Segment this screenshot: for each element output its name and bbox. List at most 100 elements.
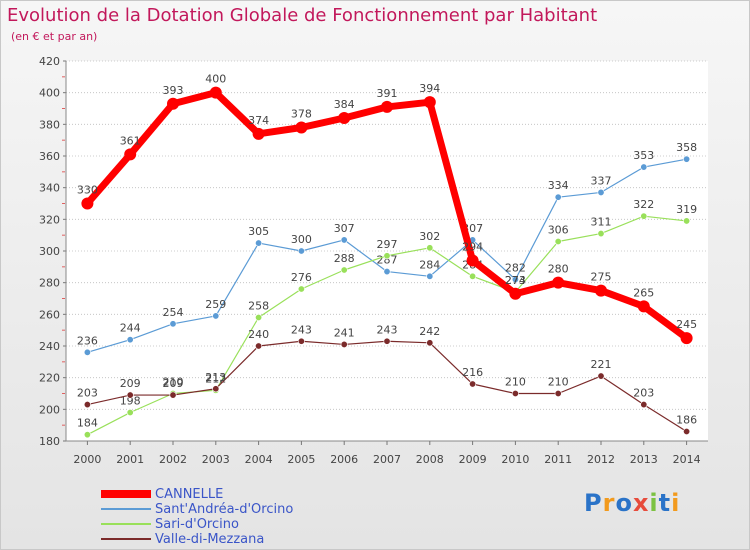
data-label: 243 [291, 323, 312, 336]
data-label: 203 [77, 387, 98, 400]
x-tick-label: 2005 [287, 453, 315, 466]
data-label: 221 [591, 358, 612, 371]
data-point [466, 254, 479, 267]
y-tick-label: 340 [39, 182, 60, 195]
data-label: 265 [633, 286, 654, 299]
x-tick-label: 2004 [245, 453, 273, 466]
data-point [81, 197, 94, 210]
data-label: 322 [633, 198, 654, 211]
data-label: 210 [548, 376, 569, 389]
data-point [340, 340, 348, 348]
x-tick-label: 2001 [116, 453, 144, 466]
data-point [295, 121, 308, 134]
data-point [255, 342, 263, 350]
data-point [554, 193, 562, 201]
data-point [255, 313, 263, 321]
data-label: 240 [248, 328, 269, 341]
y-tick-label: 260 [39, 308, 60, 321]
data-point [126, 336, 134, 344]
data-label: 288 [334, 252, 355, 265]
x-tick-label: 2000 [73, 453, 101, 466]
data-point [126, 408, 134, 416]
data-point [469, 272, 477, 280]
data-point [426, 339, 434, 347]
data-label: 306 [548, 224, 569, 237]
data-label: 337 [591, 174, 612, 187]
data-label: 210 [163, 376, 184, 389]
data-point [509, 287, 522, 300]
data-point [554, 389, 562, 397]
x-tick-label: 2011 [544, 453, 572, 466]
x-tick-label: 2012 [587, 453, 615, 466]
data-point [469, 380, 477, 388]
data-label: 212 [205, 372, 226, 385]
data-point [680, 332, 693, 345]
y-tick-label: 380 [39, 118, 60, 131]
data-label: 245 [676, 318, 697, 331]
brand-letter: r [602, 489, 616, 517]
data-point [338, 112, 351, 124]
chart-title: Evolution de la Dotation Globale de Fonc… [7, 5, 598, 26]
data-label: 287 [377, 254, 398, 267]
data-point [83, 401, 91, 409]
data-point [297, 285, 305, 293]
y-tick-label: 220 [39, 372, 60, 385]
legend-label: Sari-d'Orcino [155, 517, 239, 532]
legend-label: Valle-di-Mezzana [155, 532, 265, 547]
data-label: 216 [462, 366, 483, 379]
x-tick-label: 2014 [673, 453, 701, 466]
data-point [212, 385, 220, 393]
y-tick-label: 400 [39, 87, 60, 100]
data-point [683, 155, 691, 163]
data-point [209, 86, 222, 99]
data-point [169, 320, 177, 328]
data-label: 184 [77, 417, 98, 430]
data-label: 311 [591, 216, 612, 229]
brand-letter: x [632, 489, 650, 517]
data-point [297, 247, 305, 255]
data-label: 276 [291, 271, 312, 284]
data-point [383, 268, 391, 276]
legend-swatch [101, 538, 151, 540]
data-label: 258 [248, 300, 269, 313]
chart-subtitle: (en € et par an) [11, 30, 98, 43]
y-tick-label: 420 [39, 55, 60, 68]
x-tick-label: 2013 [630, 453, 658, 466]
data-label: 243 [377, 323, 398, 336]
data-point [597, 372, 605, 380]
data-point [83, 348, 91, 356]
data-label: 300 [291, 233, 312, 246]
data-point [381, 100, 393, 113]
y-tick-label: 300 [39, 245, 60, 258]
x-tick-label: 2008 [416, 453, 444, 466]
x-tick-label: 2006 [330, 453, 358, 466]
data-label: 307 [334, 222, 355, 235]
brand-letter: P [584, 489, 603, 517]
y-tick-label: 180 [39, 435, 60, 448]
data-label: 297 [377, 238, 398, 251]
data-point [383, 337, 391, 345]
data-label: 203 [633, 387, 654, 400]
y-tick-label: 240 [39, 340, 60, 353]
data-label: 330 [77, 184, 98, 197]
data-point [554, 238, 562, 246]
data-point [426, 244, 434, 252]
data-label: 374 [248, 114, 269, 127]
data-point [340, 236, 348, 244]
proxiti-logo: Proxiti [584, 489, 680, 517]
data-label: 241 [334, 326, 355, 339]
legend-label: Sant'Andréa-d'Orcino [155, 502, 294, 517]
data-label: 209 [163, 377, 184, 390]
brand-letter: i [649, 489, 659, 517]
data-point [167, 97, 179, 110]
data-label: 236 [77, 334, 98, 347]
data-point [83, 431, 91, 439]
data-point [423, 96, 436, 109]
data-point [426, 272, 434, 280]
data-point [511, 389, 519, 397]
y-tick-label: 360 [39, 150, 60, 163]
data-label: 275 [591, 271, 612, 284]
data-point [597, 230, 605, 238]
x-tick-label: 2002 [159, 453, 187, 466]
